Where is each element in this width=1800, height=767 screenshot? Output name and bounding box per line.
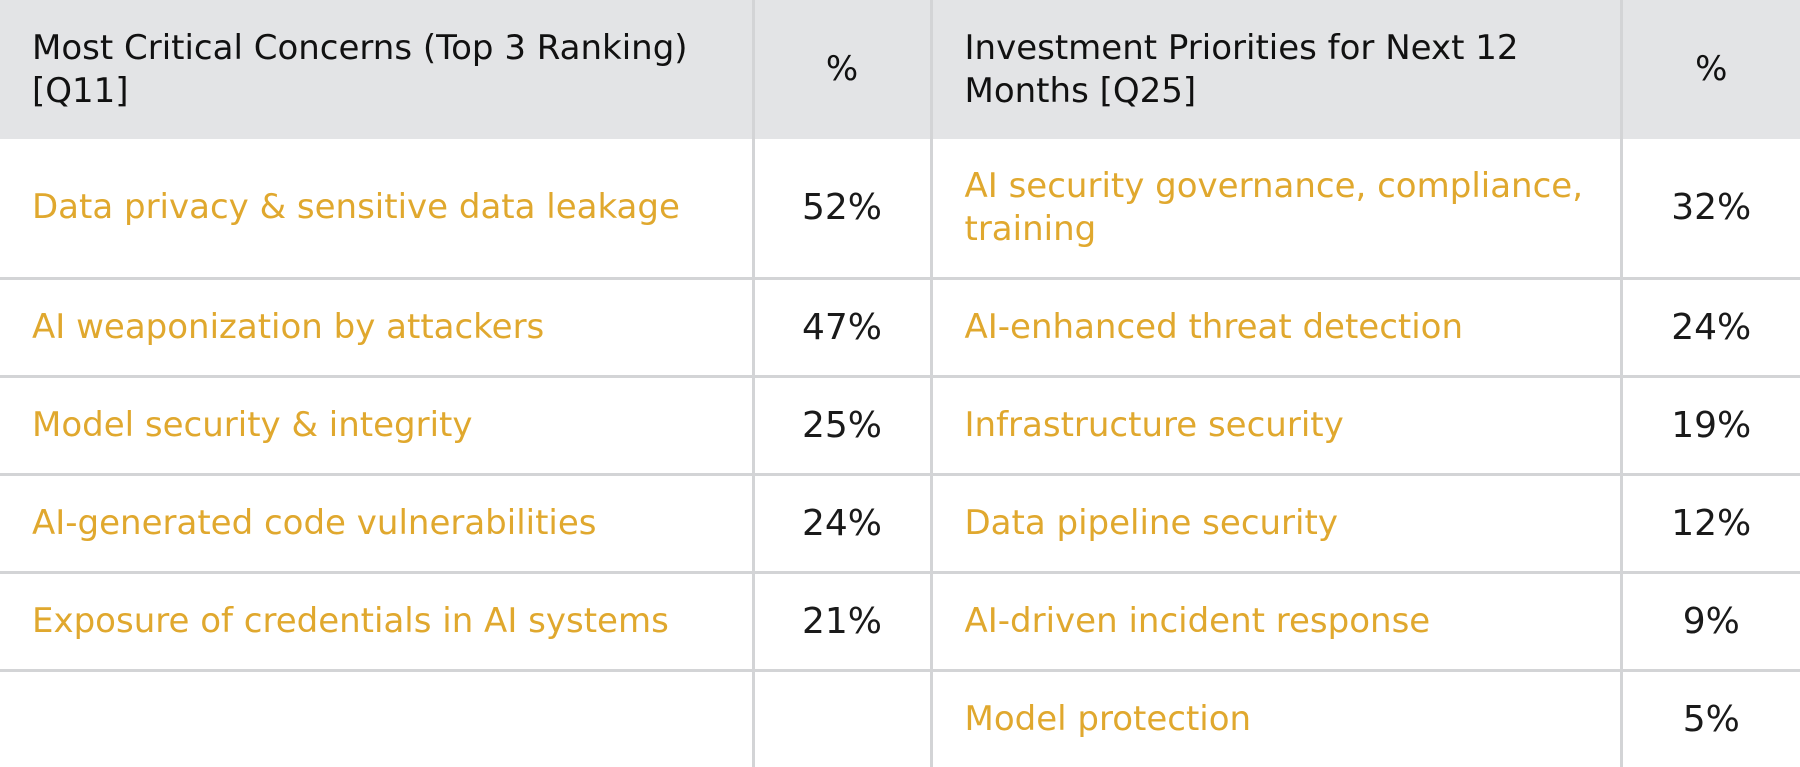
investment-percent: 9% bbox=[1619, 571, 1800, 673]
header-concerns: Most Critical Concerns (Top 3 Ranking) [… bbox=[0, 0, 755, 139]
investment-percent: 12% bbox=[1619, 472, 1800, 575]
concern-percent: 25% bbox=[751, 374, 933, 476]
investment-percent: 24% bbox=[1619, 276, 1800, 378]
header-investments-percent: % bbox=[1619, 0, 1800, 139]
investment-percent: 19% bbox=[1619, 374, 1800, 476]
investment-label: AI-driven incident response bbox=[929, 571, 1623, 673]
concern-label: Exposure of credentials in AI systems bbox=[0, 571, 755, 673]
table-row: Model protection 5% bbox=[0, 669, 1800, 767]
concern-label: Model security & integrity bbox=[0, 374, 755, 476]
header-investments: Investment Priorities for Next 12 Months… bbox=[929, 0, 1623, 139]
concern-percent: 47% bbox=[751, 276, 933, 378]
table-row: Data privacy & sensitive data leakage 52… bbox=[0, 139, 1800, 280]
table-row: Exposure of credentials in AI systems 21… bbox=[0, 571, 1800, 673]
table-row: AI weaponization by attackers 47% AI-enh… bbox=[0, 276, 1800, 378]
header-row: Most Critical Concerns (Top 3 Ranking) [… bbox=[0, 0, 1800, 139]
investment-percent: 5% bbox=[1619, 669, 1800, 767]
header-concerns-percent: % bbox=[751, 0, 933, 139]
concern-percent: 52% bbox=[751, 139, 933, 280]
concern-percent-empty bbox=[751, 669, 933, 767]
table-row: AI-generated code vulnerabilities 24% Da… bbox=[0, 472, 1800, 575]
concern-label: Data privacy & sensitive data leakage bbox=[0, 139, 755, 280]
investment-label: Infrastructure security bbox=[929, 374, 1623, 476]
concern-label-empty bbox=[0, 669, 755, 767]
investment-label: Model protection bbox=[929, 669, 1623, 767]
table-row: Model security & integrity 25% Infrastru… bbox=[0, 374, 1800, 476]
investment-label: Data pipeline security bbox=[929, 472, 1623, 575]
investment-label: AI security governance, compliance, trai… bbox=[929, 139, 1623, 280]
investment-label: AI-enhanced threat detection bbox=[929, 276, 1623, 378]
concern-percent: 24% bbox=[751, 472, 933, 575]
investment-percent: 32% bbox=[1619, 139, 1800, 280]
concern-label: AI weaponization by attackers bbox=[0, 276, 755, 378]
concern-percent: 21% bbox=[751, 571, 933, 673]
concern-label: AI-generated code vulnerabilities bbox=[0, 472, 755, 575]
